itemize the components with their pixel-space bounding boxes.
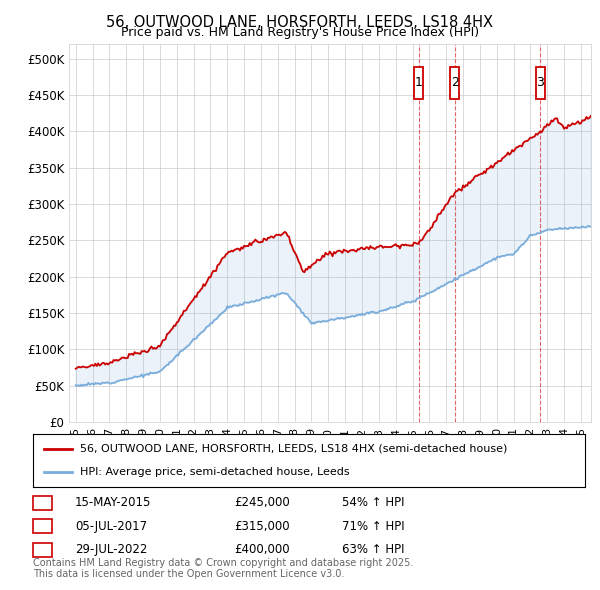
Bar: [536, 67, 545, 99]
Text: 29-JUL-2022: 29-JUL-2022: [75, 543, 148, 556]
Text: 2: 2: [39, 520, 46, 533]
Text: £245,000: £245,000: [234, 496, 290, 509]
Text: 56, OUTWOOD LANE, HORSFORTH, LEEDS, LS18 4HX (semi-detached house): 56, OUTWOOD LANE, HORSFORTH, LEEDS, LS18…: [80, 444, 507, 454]
Text: 1: 1: [415, 77, 422, 90]
Text: 2: 2: [451, 77, 459, 90]
Text: 3: 3: [536, 77, 544, 90]
Text: Price paid vs. HM Land Registry's House Price Index (HPI): Price paid vs. HM Land Registry's House …: [121, 26, 479, 39]
Text: £400,000: £400,000: [234, 543, 290, 556]
Text: HPI: Average price, semi-detached house, Leeds: HPI: Average price, semi-detached house,…: [80, 467, 350, 477]
Text: 3: 3: [39, 543, 46, 556]
Text: 56, OUTWOOD LANE, HORSFORTH, LEEDS, LS18 4HX: 56, OUTWOOD LANE, HORSFORTH, LEEDS, LS18…: [107, 15, 493, 30]
Text: 05-JUL-2017: 05-JUL-2017: [75, 520, 147, 533]
Text: 15-MAY-2015: 15-MAY-2015: [75, 496, 151, 509]
Text: 71% ↑ HPI: 71% ↑ HPI: [342, 520, 404, 533]
Text: Contains HM Land Registry data © Crown copyright and database right 2025.
This d: Contains HM Land Registry data © Crown c…: [33, 558, 413, 579]
Bar: [414, 67, 424, 99]
Text: 54% ↑ HPI: 54% ↑ HPI: [342, 496, 404, 509]
Text: £315,000: £315,000: [234, 520, 290, 533]
Bar: [450, 67, 460, 99]
Text: 63% ↑ HPI: 63% ↑ HPI: [342, 543, 404, 556]
Text: 1: 1: [39, 496, 46, 509]
